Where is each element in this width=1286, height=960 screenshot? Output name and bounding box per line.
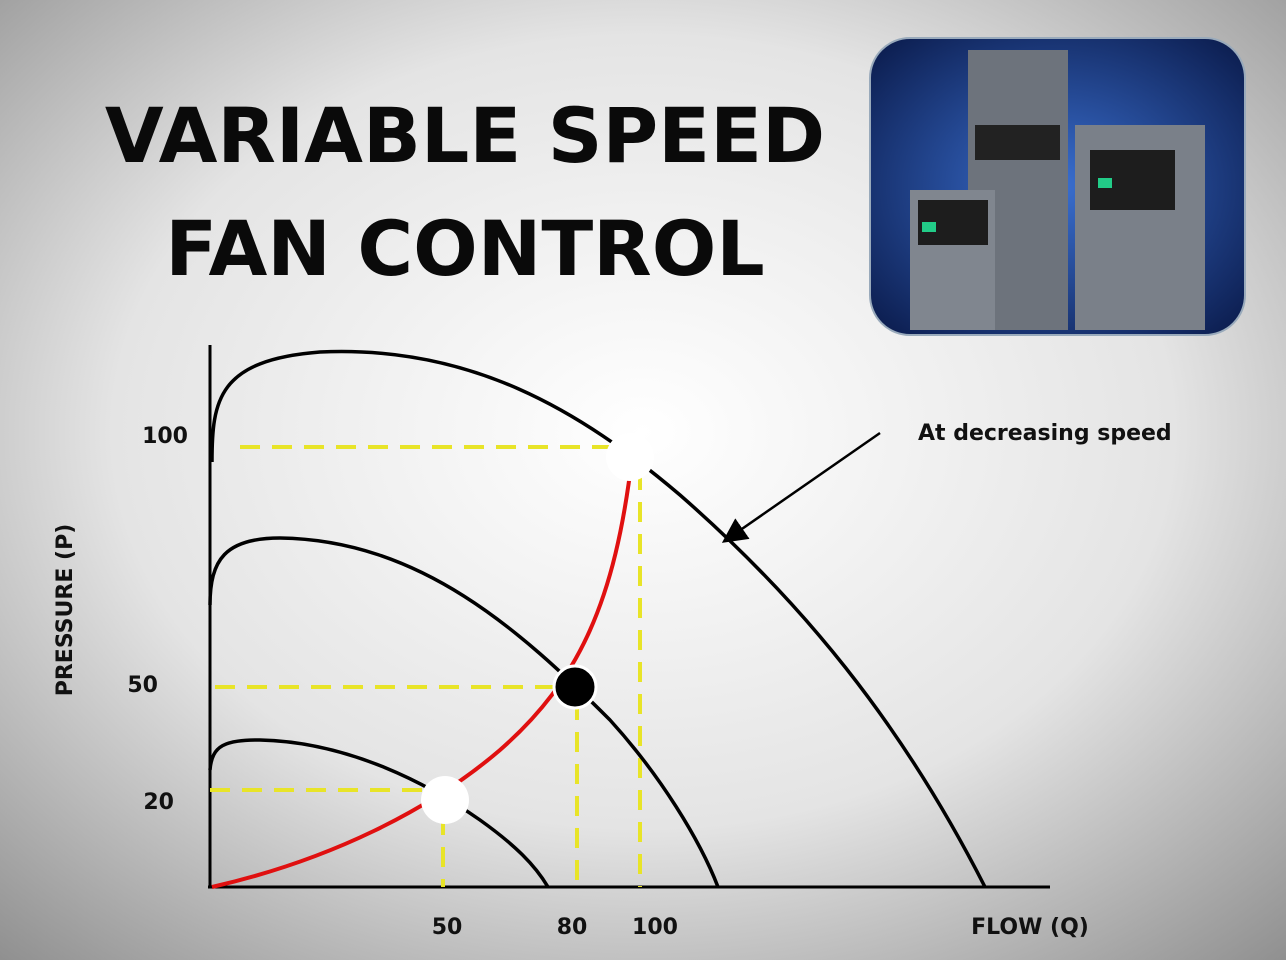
x-axis-label: FLOW (Q): [971, 915, 1089, 940]
y-axis-label: PRESSURE (P): [53, 524, 78, 697]
product-photo: [870, 38, 1245, 335]
operating-point: [421, 776, 469, 824]
y-tick-label: 50: [127, 673, 158, 698]
page: VARIABLE SPEED FAN CONTROL At decreasing…: [0, 0, 1286, 960]
operating-point: [554, 666, 596, 708]
slide: VARIABLE SPEED FAN CONTROL At decreasing…: [0, 0, 1286, 960]
operating-point: [606, 433, 654, 481]
y-tick-label: 100: [142, 424, 188, 449]
annotation: At decreasing speed: [918, 421, 1172, 446]
y-tick-label: 20: [143, 790, 174, 815]
x-tick-label: 80: [557, 915, 588, 940]
x-tick-label: 100: [632, 915, 678, 940]
title-line: FAN CONTROL: [165, 204, 764, 293]
title-line: VARIABLE SPEED: [105, 91, 825, 180]
x-tick-label: 50: [432, 915, 463, 940]
